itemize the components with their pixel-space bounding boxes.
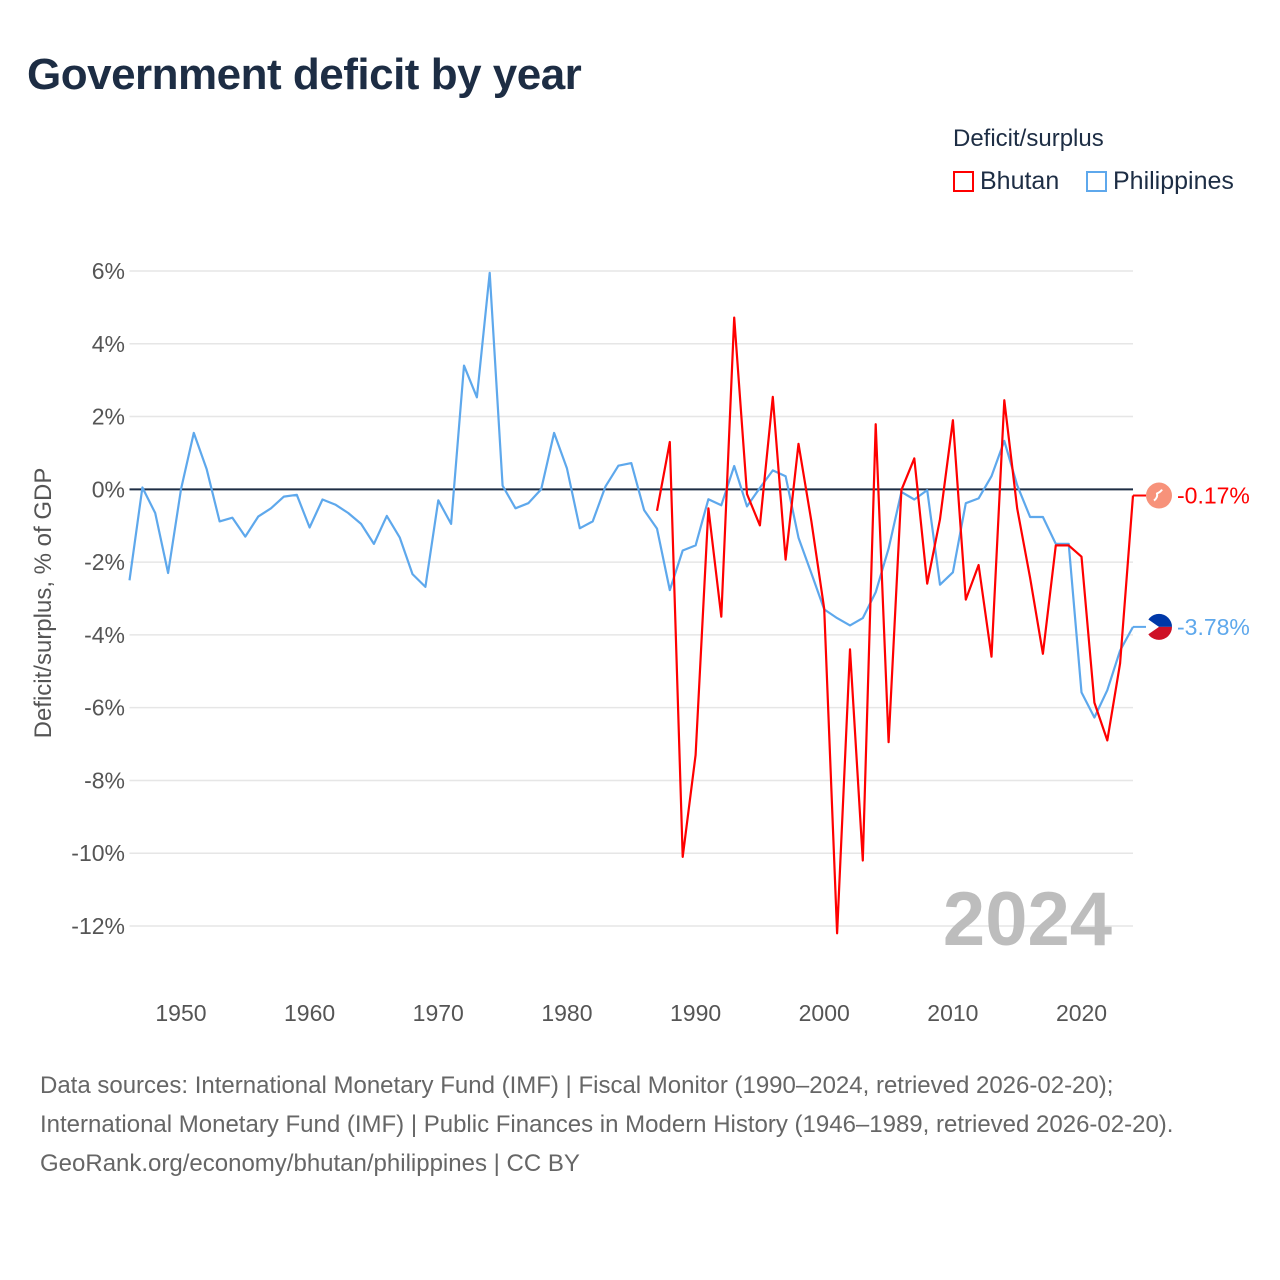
end-value-label-philippines: -3.78%	[1177, 614, 1250, 640]
legend-swatch-bhutan	[953, 171, 974, 192]
y-tick-label: 2%	[92, 404, 125, 430]
series-lines	[128, 271, 1135, 935]
y-tick-label: -2%	[84, 549, 125, 575]
data-sources: Data sources: International Monetary Fun…	[40, 1072, 1174, 1138]
end-value-label-bhutan: -0.17%	[1177, 483, 1250, 509]
year-watermark: 2024	[943, 877, 1112, 962]
y-axis-ticks: 6% 4% 2% 0% -2% -4% -6% -8% -10% -12%	[71, 258, 125, 939]
legend-title: Deficit/surplus	[953, 125, 1104, 152]
x-tick-label: 2000	[799, 1000, 850, 1026]
legend-item-bhutan[interactable]: Bhutan	[953, 167, 1059, 196]
y-tick-label: -10%	[71, 840, 125, 866]
x-tick-label: 2020	[1056, 1000, 1107, 1026]
x-tick-label: 1970	[413, 1000, 464, 1026]
legend-swatch-philippines	[1086, 171, 1107, 192]
line-chart: 6% 4% 2% 0% -2% -4% -6% -8% -10% -12% 1950 1960 197…	[30, 258, 1250, 1026]
y-tick-label: -4%	[84, 622, 125, 648]
y-tick-label: -8%	[84, 767, 125, 793]
legend-item-philippines[interactable]: Philippines	[1086, 167, 1234, 196]
chart-title: Government deficit by year	[27, 50, 582, 99]
x-tick-label: 1960	[284, 1000, 335, 1026]
x-tick-label: 1990	[670, 1000, 721, 1026]
y-tick-label: -6%	[84, 695, 125, 721]
footer: Data sources: International Monetary Fun…	[40, 1066, 1240, 1183]
x-tick-label: 2010	[927, 1000, 978, 1026]
legend-label-bhutan: Bhutan	[980, 167, 1060, 195]
y-tick-label: -12%	[71, 913, 125, 939]
series-line-philippines[interactable]	[128, 271, 1134, 719]
series-line-bhutan[interactable]	[655, 316, 1135, 935]
philippines-flag-icon	[1146, 613, 1172, 640]
y-tick-label: 0%	[92, 476, 125, 502]
legend-label-philippines: Philippines	[1113, 167, 1234, 195]
y-axis-label: Deficit/surplus, % of GDP	[30, 468, 57, 739]
y-tick-label: 6%	[92, 258, 125, 284]
y-tick-label: 4%	[92, 331, 125, 357]
x-tick-label: 1980	[541, 1000, 592, 1026]
series-end-labels: -3.78% -0.17%	[1133, 482, 1250, 640]
credit-link[interactable]: GeoRank.org/economy/bhutan/philippines |…	[40, 1150, 580, 1177]
x-axis-ticks: 1950 1960 1970 1980 1990 2000 2010 2020	[155, 1000, 1107, 1026]
x-tick-label: 1950	[155, 1000, 206, 1026]
bhutan-flag-icon	[1146, 482, 1172, 509]
